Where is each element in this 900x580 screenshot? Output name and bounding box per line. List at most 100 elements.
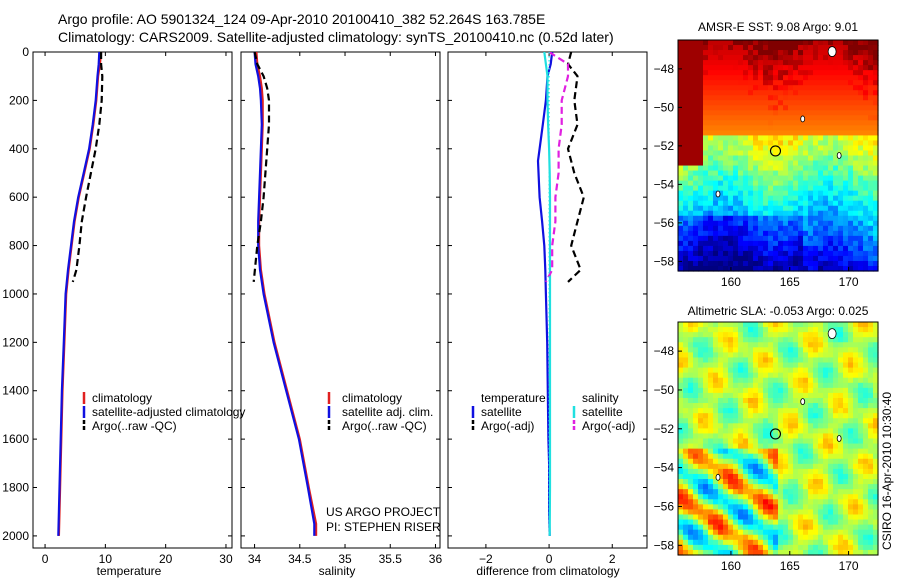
map-cell: [743, 403, 749, 409]
map-cell: [838, 342, 844, 348]
map-cell: [858, 453, 864, 460]
map-cell: [713, 250, 719, 257]
map-cell: [693, 95, 699, 101]
map-cell: [693, 80, 699, 86]
map-cell: [728, 55, 734, 61]
map-cell: [698, 397, 704, 404]
map-cell: [778, 180, 784, 187]
map-cell: [808, 529, 814, 536]
map-cell: [848, 534, 854, 541]
map-cell: [743, 413, 749, 419]
map-cell: [728, 484, 734, 490]
map-cell: [803, 45, 809, 51]
map-cell: [858, 499, 864, 505]
map-cell: [863, 332, 869, 338]
map-cell: [778, 95, 784, 101]
map-cell: [808, 120, 814, 126]
map-cell: [773, 473, 779, 480]
map-cell: [818, 458, 824, 465]
map-cell: [698, 468, 704, 475]
map-cell: [703, 357, 709, 364]
map-cell: [763, 509, 769, 516]
map-cell: [733, 332, 739, 338]
map-cell: [778, 322, 784, 328]
map-cell: [678, 509, 684, 516]
map-cell: [808, 479, 814, 485]
map-cell: [688, 352, 694, 359]
map-cell: [688, 484, 694, 490]
map-cell: [783, 105, 789, 111]
map-cell: [708, 255, 714, 262]
map-cell: [723, 40, 729, 46]
map-cell: [848, 80, 854, 86]
map-cell: [728, 230, 734, 237]
map-cell: [698, 377, 704, 384]
salinity-panel-frame: [240, 51, 441, 549]
map-cell: [718, 85, 724, 91]
map-cell: [708, 75, 714, 81]
map-cell: [723, 145, 729, 152]
map-cell: [743, 392, 749, 399]
map-cell: [773, 165, 779, 172]
map-cell: [868, 50, 874, 56]
map-cell: [853, 433, 859, 440]
map-cell: [693, 499, 699, 505]
map-cell: [718, 413, 724, 419]
map-cell: [693, 65, 699, 71]
map-cell: [873, 220, 879, 227]
map-cell: [848, 65, 854, 71]
map-cell: [838, 45, 844, 51]
map-cell: [703, 55, 709, 61]
map-cell: [858, 443, 864, 450]
map-cell: [758, 392, 764, 399]
map-cell: [803, 190, 809, 197]
map-cell: [763, 235, 769, 242]
map-cell: [703, 382, 709, 389]
map-cell: [808, 220, 814, 227]
map-cell: [863, 499, 869, 505]
map-cell: [798, 448, 804, 455]
map-cell: [708, 120, 714, 126]
map-cell: [838, 260, 844, 267]
map-cell: [853, 240, 859, 247]
map-cell: [748, 443, 754, 450]
map-cell: [708, 332, 714, 338]
map-cell: [798, 65, 804, 71]
map-cell: [868, 180, 874, 187]
map-cell: [858, 403, 864, 409]
map-cell: [863, 473, 869, 480]
map-cell: [698, 514, 704, 521]
map-cell: [678, 342, 684, 348]
map-cell: [778, 458, 784, 465]
map-cell: [828, 250, 834, 257]
map-cell: [688, 327, 694, 333]
map-cell: [778, 499, 784, 505]
map-cell: [853, 362, 859, 369]
map-cell: [823, 180, 829, 187]
map-cell: [708, 534, 714, 541]
map-cell: [713, 332, 719, 338]
map-cell: [793, 327, 799, 333]
map-cell: [778, 130, 784, 137]
map-cell: [808, 342, 814, 348]
map-cell: [753, 352, 759, 359]
map-cell: [683, 458, 689, 465]
map-cell: [858, 473, 864, 480]
map-cell: [713, 70, 719, 76]
map-cell: [773, 120, 779, 126]
map-cell: [758, 135, 764, 142]
map-cell: [693, 544, 699, 551]
map-cell: [873, 387, 879, 394]
map-cell: [783, 428, 789, 435]
map-cell: [773, 85, 779, 91]
map-cell: [838, 473, 844, 480]
map-cell: [733, 175, 739, 182]
map-cell: [693, 45, 699, 51]
map-cell: [723, 245, 729, 252]
map-cell: [758, 260, 764, 267]
map-cell: [853, 484, 859, 490]
map-cell: [838, 220, 844, 227]
map-cell: [818, 479, 824, 485]
map-cell: [848, 85, 854, 91]
map-cell: [858, 413, 864, 419]
